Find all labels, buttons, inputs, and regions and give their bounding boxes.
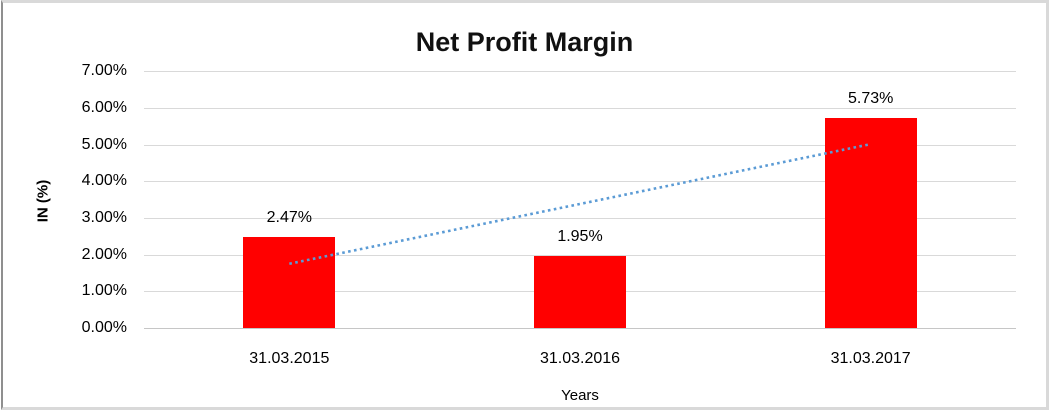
y-tick-label: 1.00% (81, 282, 127, 300)
y-tick-label: 3.00% (81, 208, 127, 226)
y-tick-label: 4.00% (81, 172, 127, 190)
y-tick-label: 2.00% (81, 245, 127, 263)
bar-value-label: 1.95% (557, 228, 603, 246)
y-tick-label: 5.00% (81, 135, 127, 153)
bar-value-label: 5.73% (847, 89, 894, 107)
gridline (144, 107, 1016, 109)
x-category-label: 31.03.2016 (539, 350, 621, 367)
chart-frame: Net Profit Margin IN (%) 0.00% 1.00% 2.00%… (1, 0, 1049, 410)
bar-31.03.2015[interactable] (243, 237, 336, 328)
bar-value-label: 2.47% (266, 209, 313, 227)
x-axis-title: Years (561, 387, 599, 404)
y-tick-label: 7.00% (81, 62, 127, 80)
y-tick-label: 0.00% (81, 319, 127, 336)
bar-31.03.2016[interactable] (534, 256, 626, 328)
bar-31.03.2017[interactable] (824, 117, 917, 328)
x-category-label: 31.03.2017 (830, 350, 911, 367)
chart-title: Net Profit Margin (415, 27, 634, 57)
y-tick-label: 6.00% (81, 98, 127, 116)
gridline (144, 71, 1016, 73)
x-category-label: 31.03.2015 (249, 350, 330, 367)
x-axis-line (144, 328, 1016, 329)
